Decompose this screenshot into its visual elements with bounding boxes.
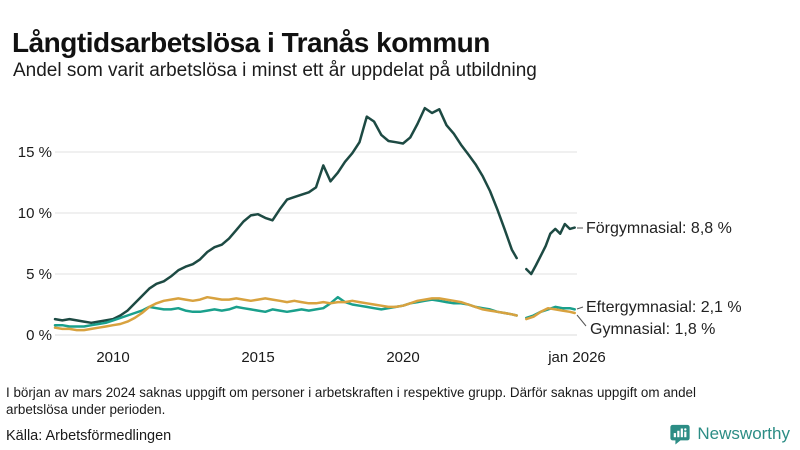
y-tick-15: 15 % [18, 144, 52, 161]
y-axis-labels: 0 % 5 % 10 % 15 % [18, 144, 52, 344]
line-chart: 0 % 5 % 10 % 15 % 2010 2015 2020 jan 202… [18, 106, 742, 366]
series-end-labels: Förgymnasial: 8,8 % Eftergymnasial: 2,1 … [586, 220, 742, 338]
x-tick-2010: 2010 [96, 349, 129, 366]
y-tick-0: 0 % [26, 327, 52, 344]
label-connectors [576, 227, 587, 327]
label-eftergymnasial: Eftergymnasial: 2,1 % [586, 299, 742, 316]
series-line-eftergymnasial-segment-1 [53, 295, 518, 328]
connector-gymnasial [576, 314, 587, 327]
footnote: I början av mars 2024 saknas uppgift om … [6, 385, 696, 418]
x-tick-2020: 2020 [386, 349, 419, 366]
label-gymnasial: Gymnasial: 1,8 % [590, 321, 715, 338]
source-credit: Källa: Arbetsförmedlingen [6, 428, 172, 444]
series-line-forgymnasial-segment-1 [53, 106, 518, 325]
gridlines [55, 151, 577, 336]
series-line-forgymnasial-segment-2 [525, 222, 576, 276]
series-line-gymnasial-segment-1 [53, 295, 518, 332]
series-lines [53, 106, 576, 332]
newsworthy-logo[interactable]: Newsworthy [669, 423, 790, 445]
newsworthy-wordmark: Newsworthy [697, 424, 790, 443]
connector-eftergymnasial [576, 306, 584, 310]
series-line-gymnasial-segment-2 [525, 306, 576, 321]
y-tick-10: 10 % [18, 205, 52, 222]
x-tick-jan2026: jan 2026 [547, 349, 606, 366]
x-tick-2015: 2015 [241, 349, 274, 366]
page-title: Långtidsarbetslösa i Tranås kommun [12, 26, 490, 58]
y-tick-5: 5 % [26, 266, 52, 283]
newsworthy-bubble-icon [670, 424, 691, 445]
page-subtitle: Andel som varit arbetslösa i minst ett å… [13, 60, 537, 81]
label-forgymnasial: Förgymnasial: 8,8 % [586, 220, 732, 237]
x-axis-labels: 2010 2015 2020 jan 2026 [96, 349, 605, 366]
